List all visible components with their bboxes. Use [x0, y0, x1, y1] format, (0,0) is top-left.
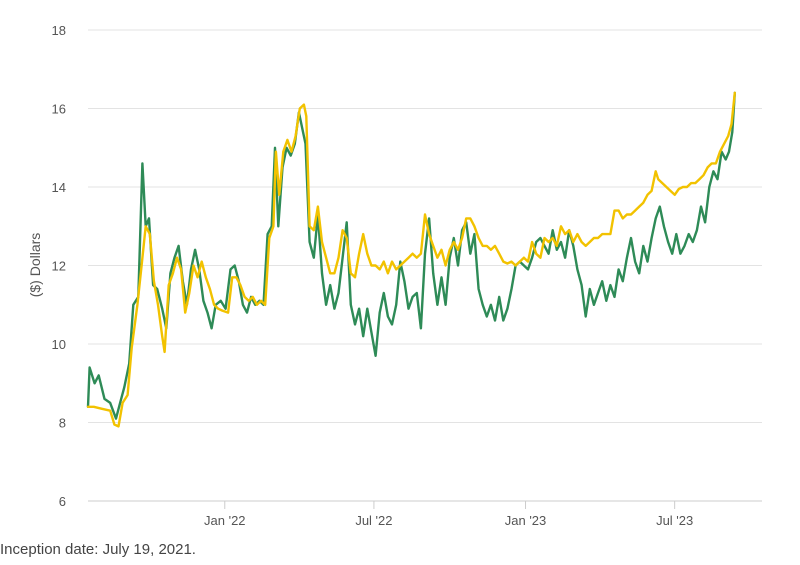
inception-date-note: Inception date: July 19, 2021.	[0, 541, 196, 558]
y-tick-label: 16	[52, 102, 66, 117]
y-axis-title: ($) Dollars	[27, 233, 43, 298]
y-tick-label: 10	[52, 337, 66, 352]
series-lines	[86, 91, 736, 428]
line-chart: 6 8 10 12 14 16 18 Jan '22 Jul '22 Jan '23 Jul '2…	[27, 23, 762, 528]
y-axis-ticks: 6 8 10 12 14 16 18	[52, 23, 66, 509]
x-tick-label: Jan '22	[204, 513, 246, 528]
y-tick-label: 18	[52, 23, 66, 38]
x-tick-label: Jul '22	[355, 513, 392, 528]
x-tick-label: Jan '23	[505, 513, 547, 528]
series-line-2	[86, 91, 736, 428]
y-tick-label: 6	[59, 494, 66, 509]
x-tick-label: Jul '23	[656, 513, 693, 528]
y-tick-label: 8	[59, 416, 66, 431]
y-tick-label: 12	[52, 259, 66, 274]
x-axis-ticks: Jan '22 Jul '22 Jan '23 Jul '23	[204, 501, 693, 528]
y-tick-label: 14	[52, 180, 66, 195]
series-line-1	[86, 91, 736, 420]
